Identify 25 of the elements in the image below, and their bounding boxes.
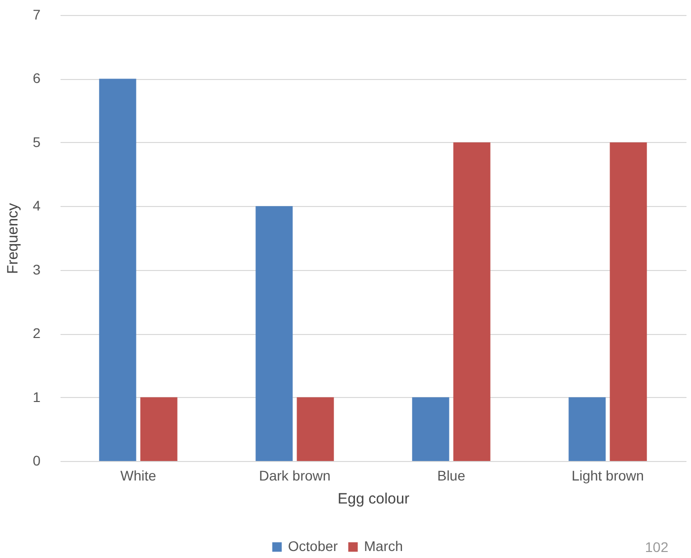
bar	[99, 78, 136, 461]
y-tick-label: 7	[32, 6, 41, 22]
legend-label: March	[364, 538, 403, 554]
y-tick-label: 3	[32, 261, 41, 278]
x-tick-label: Light brown	[572, 468, 644, 484]
bar	[568, 397, 606, 461]
bar	[256, 206, 293, 461]
y-axis-title: Frequency	[4, 202, 22, 274]
bar	[453, 142, 490, 461]
x-tick-label: Blue	[437, 468, 466, 484]
y-tick-label: 5	[32, 134, 41, 150]
text: 102	[645, 539, 668, 555]
bar	[610, 142, 647, 461]
y-tick-label: 4	[32, 198, 41, 214]
bar	[412, 397, 450, 461]
legend-label: October	[288, 538, 338, 554]
y-tick-label: 0	[32, 452, 41, 468]
y-tick-label: 2	[32, 325, 41, 342]
y-tick-label: 1	[32, 388, 41, 405]
bar	[296, 397, 334, 461]
x-axis-title: Egg colour	[338, 490, 410, 508]
x-tick-label: Dark brown	[258, 468, 331, 484]
bar	[140, 397, 178, 461]
x-tick-label: White	[120, 468, 156, 484]
y-tick-label: 6	[32, 70, 41, 86]
